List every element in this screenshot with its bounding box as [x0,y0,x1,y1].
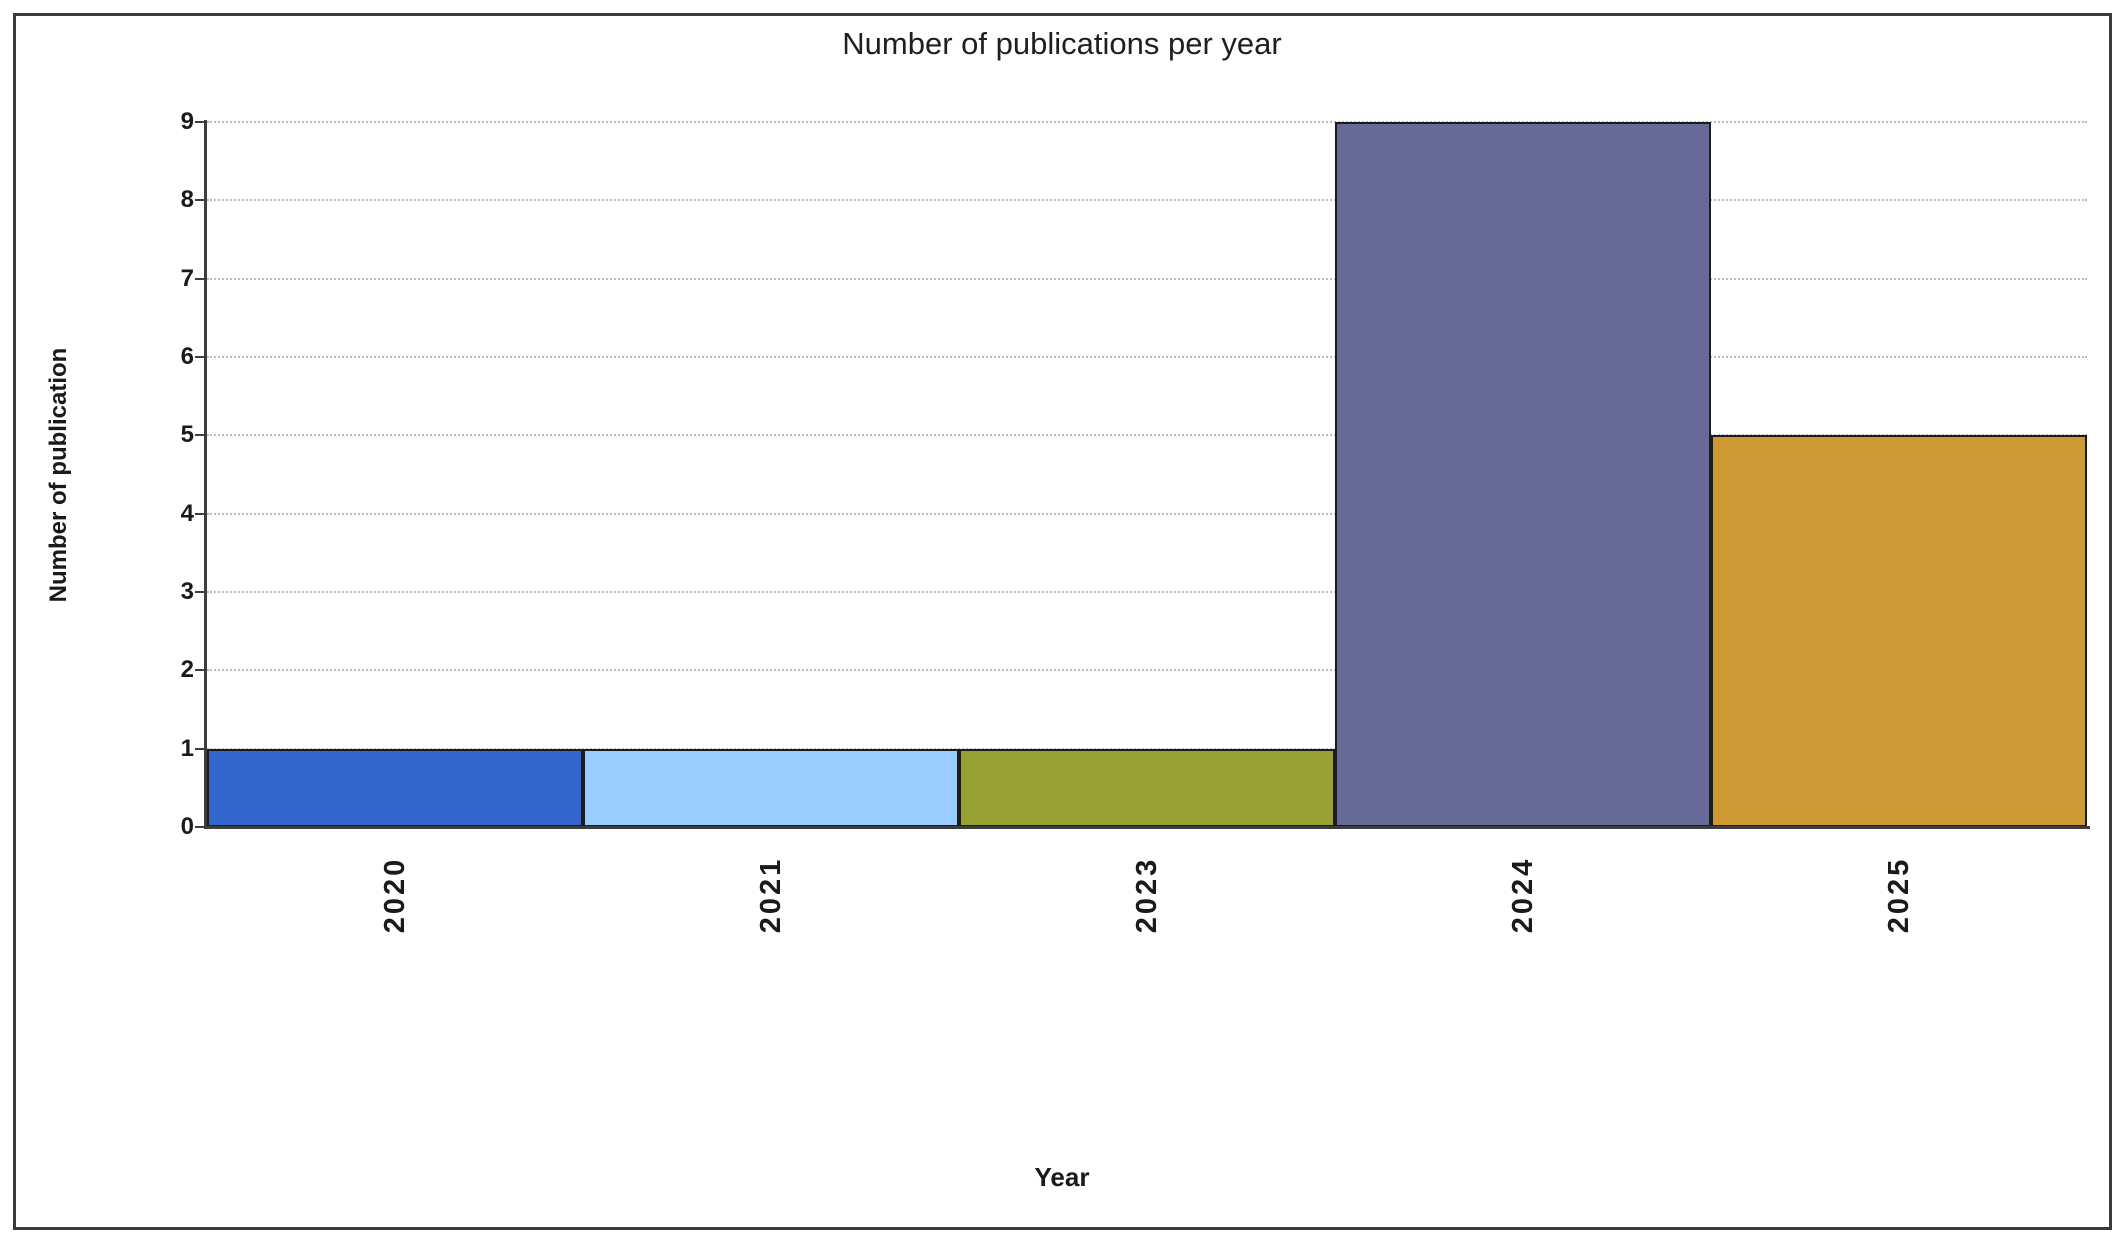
gridline [207,277,2087,280]
y-tick-mark [195,277,205,280]
x-axis-title: Year [1034,1162,1090,1192]
x-tick-label: 2025 [1883,856,1915,934]
y-tick-mark [195,199,205,202]
gridline [207,747,2087,750]
plot-area [207,121,2087,827]
y-tick-label: 5 [180,421,194,449]
bar-2025 [1711,435,2087,827]
chart-title: Number of publications per year [842,26,1282,61]
y-tick-mark [195,434,205,437]
x-axis-spine [204,826,2090,829]
y-tick-mark [195,121,205,123]
y-tick-label: 0 [180,813,194,840]
gridline [207,121,2087,123]
y-tick-mark [195,747,205,750]
x-tick-label: 2021 [755,856,787,934]
x-tick-label: 2023 [1131,856,1163,934]
x-tick-label: 2020 [379,856,411,934]
bar-2024 [1335,122,1711,827]
bar-2020 [207,748,583,827]
y-tick-mark [195,826,205,828]
y-axis-spine [204,120,207,829]
y-tick-label: 1 [180,734,194,762]
y-tick-label: 9 [180,108,194,135]
bar-2023 [959,748,1335,827]
x-tick-label: 2024 [1507,856,1539,934]
gridline [207,512,2087,515]
y-axis-title: Number of publication [45,347,72,603]
gridline [207,669,2087,672]
y-tick-mark [195,512,205,515]
y-tick-label: 6 [180,343,194,370]
gridline [207,199,2087,202]
bar-2021 [583,748,959,827]
y-tick-label: 3 [180,578,194,605]
y-tick-mark [195,356,205,358]
y-tick-mark [195,591,205,593]
gridline [207,356,2087,358]
y-tick-label: 8 [180,186,194,214]
y-tick-label: 2 [180,656,194,684]
gridline [207,591,2087,593]
gridline [207,434,2087,437]
y-tick-label: 4 [180,499,194,527]
y-tick-mark [195,669,205,672]
y-tick-label: 7 [180,264,194,292]
